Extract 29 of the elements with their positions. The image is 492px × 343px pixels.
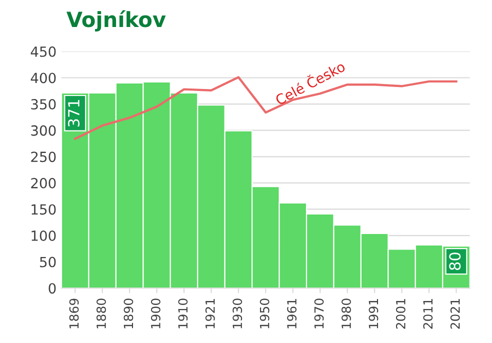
- y-tick-label: 200: [31, 178, 56, 188]
- x-tick-label: 1869: [69, 298, 79, 328]
- x-tick-label: 1950: [260, 298, 270, 328]
- x-tick-label: 1980: [342, 298, 351, 328]
- y-tick-label: 300: [31, 125, 56, 136]
- y-tick-label: 350: [31, 99, 56, 110]
- x-tick-label: 2021: [450, 298, 460, 329]
- text: Celé Česko: [273, 58, 346, 106]
- x-tick-label: 2011: [423, 298, 433, 329]
- x-tick-label: 1930: [232, 298, 242, 328]
- x-tick-label: 1880: [96, 298, 106, 328]
- y-tick-label: 150: [32, 204, 56, 215]
- x-tick-label: 1910: [178, 298, 188, 328]
- y-tick-label: 400: [30, 72, 56, 84]
- y-tick-label: 450: [30, 46, 56, 57]
- y-tick-label: 50: [40, 256, 56, 268]
- data-label: 371: [68, 100, 80, 127]
- x-tick-label: 1961: [287, 298, 297, 328]
- x-tick-label: 1970: [314, 298, 324, 328]
- chart-title: Vojníkov: [66, 10, 166, 32]
- y-tick-label: 250: [31, 152, 56, 162]
- x-tick-label: 1921: [205, 298, 215, 328]
- y-tick-label: 100: [32, 230, 56, 241]
- data-label: 80: [449, 252, 461, 270]
- x-tick-label: 1991: [368, 298, 378, 328]
- x-tick-label: 1900: [150, 298, 160, 328]
- y-tick-label: 0: [48, 283, 56, 294]
- x-tick-label: 1890: [124, 298, 134, 328]
- x-tick-label: 2001: [396, 298, 406, 329]
